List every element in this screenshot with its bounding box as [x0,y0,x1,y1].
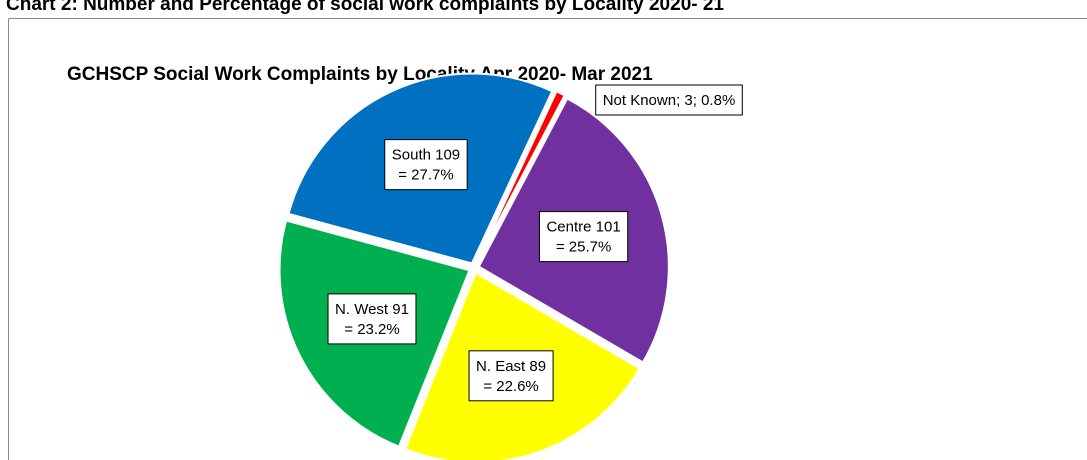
data-label-text: Centre 101 = 25.7% [546,219,620,256]
data-label-line: = 27.7% [398,167,453,184]
label-box [595,84,743,116]
data-label-text: South 109 = 27.7% [392,147,460,184]
pie-slice [475,89,567,264]
label-box [384,139,468,191]
label-box [327,293,417,345]
data-label-line: N. East 89 [476,358,546,375]
data-label-text: N. East 89 = 22.6% [476,358,546,395]
labels: Not Known; 3; 0.8% Centre 101 = 25.7% N. Ea… [327,84,743,402]
data-label-line: = 25.7% [556,239,611,256]
data-label-line: = 22.6% [483,378,538,395]
data-label: N. East 89 = 22.6% [468,350,554,402]
heading: Chart 2: Number and Percentage of social… [6,0,724,15]
label-box [468,350,554,402]
data-label: Not Known; 3; 0.8% [595,84,743,116]
chart-title: GCHSCP Social Work Complaints by Localit… [67,64,653,85]
data-label-line: South 109 [392,147,460,164]
label-box [538,211,629,263]
data-label-line: = 23.2% [344,321,399,338]
data-label-line: Not Known; 3; 0.8% [603,92,736,109]
data-label: N. West 91 = 23.2% [327,293,417,345]
data-label-text: Not Known; 3; 0.8% [603,92,736,109]
data-label-text: N. West 91 = 23.2% [335,301,409,338]
data-label: Centre 101 = 25.7% [538,211,629,263]
data-label: South 109 = 27.7% [384,139,468,191]
data-label-line: N. West 91 [335,301,409,318]
data-label-line: Centre 101 [546,219,620,236]
